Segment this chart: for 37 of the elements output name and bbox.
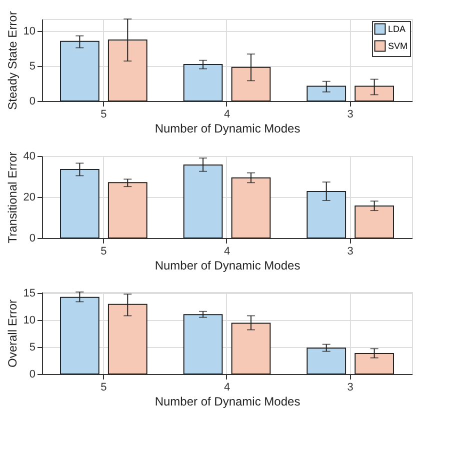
bar [306,86,346,102]
x-tick-label: 3 [347,108,354,120]
y-tick-label: 0 [29,368,36,380]
x-axis-title: Number of Dynamic Modes [154,258,300,272]
bar [60,296,100,374]
x-axis-title: Number of Dynamic Modes [154,122,300,136]
y-tick-label: 10 [23,314,36,327]
y-tick-label: 10 [23,25,36,38]
x-axis-title: Number of Dynamic Modes [154,394,300,408]
y-axis-title: Steady State Error [5,11,20,110]
bar [231,177,271,238]
x-tick-label: 4 [224,382,230,394]
x-tick-label: 4 [224,246,230,258]
x-tick-label: 3 [347,382,354,394]
legend-label: LDA [388,24,406,34]
bar [354,206,394,238]
bar [60,40,100,102]
y-tick-label: 0 [29,96,36,108]
y-tick-label: 20 [23,192,36,204]
x-tick-label: 5 [100,108,107,120]
y-tick-label: 0 [29,232,36,244]
bar [354,353,394,374]
bar [306,348,346,374]
y-tick-label: 5 [29,60,36,72]
x-tick-label: 3 [347,246,354,258]
x-tick-label: 5 [100,246,107,258]
y-tick-label: 40 [23,150,36,162]
bar [183,314,223,374]
x-tick-label: 4 [224,108,230,120]
bar [183,64,223,102]
y-axis-title: Overall Error [5,299,20,368]
legend-label: SVM [388,41,408,51]
y-tick-label: 15 [23,288,36,300]
x-tick-label: 5 [100,382,107,394]
bar [108,182,148,238]
y-axis-title: Transitional Error [5,152,20,244]
y-tick-label: 5 [29,342,36,354]
